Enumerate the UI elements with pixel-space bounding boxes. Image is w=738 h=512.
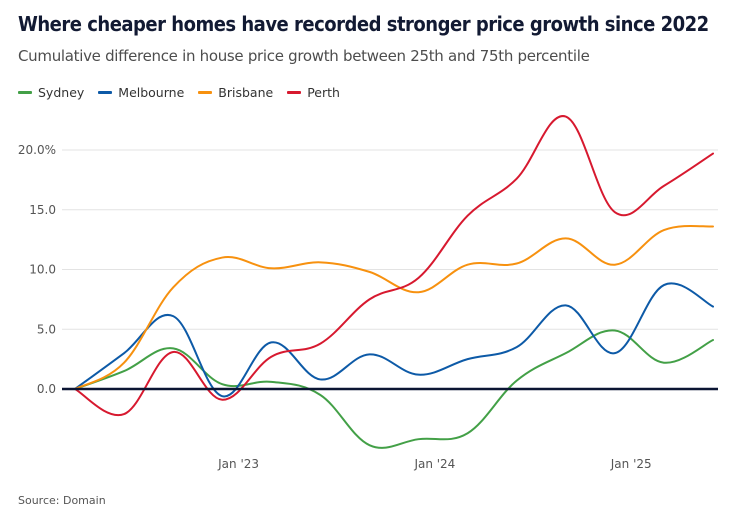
legend-swatch-brisbane — [198, 91, 213, 94]
y-tick-label: 5.0 — [37, 322, 56, 336]
y-tick-label: 10.0 — [29, 263, 56, 277]
legend-swatch-melbourne — [98, 91, 113, 94]
legend-item-melbourne[interactable]: Melbourne — [98, 85, 184, 100]
legend-swatch-perth — [287, 91, 302, 94]
legend-item-perth[interactable]: Perth — [287, 85, 340, 100]
legend-label: Sydney — [38, 85, 85, 100]
x-tick-label: Jan '25 — [610, 457, 652, 471]
y-tick-label: 0.0 — [37, 382, 56, 396]
source-note: Source: Domain — [18, 494, 106, 507]
chart-title: Where cheaper homes have recorded strong… — [18, 12, 709, 36]
series-line-brisbane — [74, 224, 714, 390]
chart-subtitle: Cumulative difference in house price gro… — [18, 47, 590, 65]
series-line-melbourne — [74, 282, 714, 398]
legend-label: Melbourne — [118, 85, 185, 100]
x-tick-label: Jan '23 — [217, 457, 259, 471]
legend-label: Perth — [307, 85, 340, 100]
y-tick-label: 20.0% — [18, 143, 56, 157]
legend-swatch-sydney — [18, 91, 32, 94]
series-line-perth — [74, 115, 714, 417]
y-tick-label: 15.0 — [29, 203, 56, 217]
legend-item-brisbane[interactable]: Brisbane — [198, 85, 273, 100]
x-tick-label: Jan '24 — [413, 457, 455, 471]
legend-label: Brisbane — [218, 85, 274, 100]
legend-item-sydney[interactable]: Sydney — [18, 85, 84, 100]
legend: Sydney Melbourne Brisbane Perth — [18, 85, 340, 100]
series-line-sydney — [74, 329, 714, 449]
